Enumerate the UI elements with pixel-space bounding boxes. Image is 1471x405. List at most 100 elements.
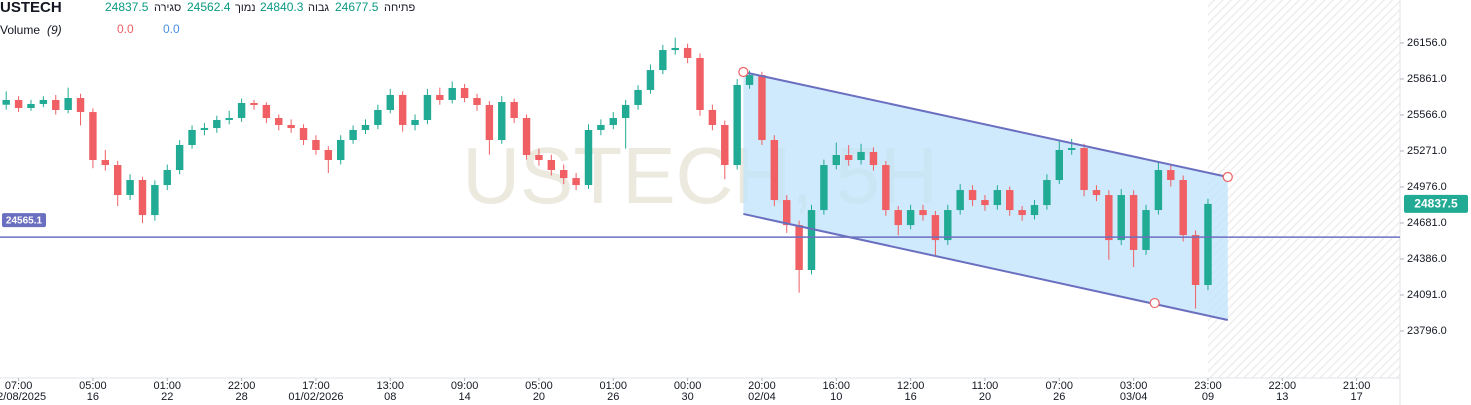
x-tick-label: 17:00 <box>302 380 330 392</box>
candle-body <box>275 118 283 125</box>
x-tick-date: 09 <box>1202 391 1214 403</box>
x-tick-label: 12:00 <box>897 380 925 392</box>
hline-label: 24565.1 <box>6 215 43 226</box>
x-tick-date: 14 <box>458 391 470 403</box>
x-tick-date: 20 <box>979 391 991 403</box>
candle-body <box>1080 148 1088 191</box>
x-tick-date: 17 <box>1351 391 1363 403</box>
candle-body <box>894 210 902 226</box>
x-tick-label: 05:00 <box>79 380 107 392</box>
candle-body <box>1067 148 1076 151</box>
x-tick-date: 02/04 <box>748 391 776 403</box>
candle-body <box>1006 190 1014 211</box>
candle-body <box>659 50 667 71</box>
y-tick-label: 25861.0 <box>1407 73 1447 85</box>
x-tick-label: 22:00 <box>1269 380 1297 392</box>
volume-value: 0.0 <box>163 22 180 36</box>
x-tick-label: 23:00 <box>1194 380 1222 392</box>
y-tick-label: 24976.0 <box>1407 181 1447 193</box>
candle-body <box>696 57 704 110</box>
x-tick-label: 20:00 <box>748 380 776 392</box>
candle-body <box>535 155 543 161</box>
candle-body <box>188 129 196 145</box>
volume-name: Volume <box>0 23 40 37</box>
x-tick-date: 08 <box>384 391 396 403</box>
candle-body <box>485 104 494 140</box>
candle-body <box>200 128 209 130</box>
candle-body <box>250 103 258 105</box>
future-zone <box>1208 0 1400 378</box>
candle-body <box>869 151 878 166</box>
last-price-label: 24837.5 <box>1414 197 1458 211</box>
candle-body <box>981 200 989 206</box>
x-tick-date: 30 <box>681 391 693 403</box>
candle-body <box>1167 170 1175 181</box>
candle-body <box>547 160 556 171</box>
candle-body <box>52 99 60 110</box>
x-tick-label: 03:00 <box>1120 380 1148 392</box>
candle-body <box>398 94 407 125</box>
x-tick-date: 16 <box>87 391 99 403</box>
candle-body <box>1154 170 1163 211</box>
y-tick-label: 25271.0 <box>1407 145 1447 157</box>
candle-body <box>498 102 506 140</box>
candle-body <box>14 99 23 109</box>
candle-body <box>609 118 617 125</box>
header-value: 24562.4 <box>187 0 231 14</box>
candle-body <box>299 128 308 140</box>
candle-body <box>770 139 779 201</box>
candle-body <box>39 99 48 104</box>
candle-body <box>1191 235 1200 285</box>
volume-value: 0.0 <box>117 22 134 36</box>
y-tick-label: 24091.0 <box>1407 289 1447 301</box>
x-tick-label: 09:00 <box>451 380 479 392</box>
last-price-box <box>1404 194 1468 213</box>
candle-body <box>473 98 481 105</box>
x-tick-date: 22 <box>161 391 173 403</box>
x-tick-label: 01:00 <box>600 380 628 392</box>
x-tick-label: 11:00 <box>972 380 999 392</box>
candle-body <box>1043 180 1051 206</box>
x-tick-label: 21:00 <box>1343 380 1371 392</box>
x-tick-label: 00:00 <box>674 380 702 392</box>
channel-anchor <box>738 66 749 78</box>
candle-body <box>807 210 816 270</box>
x-tick-label: 07:00 <box>1046 380 1074 392</box>
candle-body <box>1117 195 1125 241</box>
candle-body <box>423 94 432 120</box>
channel-anchor <box>1149 297 1160 309</box>
channel-line <box>743 212 1229 322</box>
candle-body <box>336 139 345 161</box>
candle-body <box>324 150 333 161</box>
candle-body <box>968 190 977 201</box>
x-tick-label: 05:00 <box>525 380 553 392</box>
candle-body <box>584 129 593 186</box>
x-tick-date: 26 <box>607 391 619 403</box>
channel-line <box>743 71 1228 178</box>
y-tick-label: 26156.0 <box>1407 37 1447 49</box>
header-label: סגירה <box>154 2 181 14</box>
x-tick-date: 01/02/2026 <box>288 391 343 403</box>
x-tick-date: 13 <box>1276 391 1288 403</box>
candle-body <box>349 129 357 140</box>
candle-body <box>708 109 717 125</box>
candle-body <box>1055 150 1064 181</box>
y-tick-label: 24681.0 <box>1407 217 1447 229</box>
candle-body <box>1018 210 1026 216</box>
candle-body <box>163 170 171 186</box>
candle-body <box>745 75 754 85</box>
candle-body <box>721 124 729 166</box>
candle-body <box>621 104 630 119</box>
candle-body <box>101 160 110 166</box>
x-tick-label: 07:00 <box>5 380 33 392</box>
x-tick-date: 03/04 <box>1120 391 1148 403</box>
header-label: פתיחה <box>384 2 415 14</box>
candle-body <box>64 98 72 110</box>
candle-body <box>436 94 444 100</box>
candle-body <box>76 98 85 113</box>
candle-body <box>213 119 221 129</box>
candle-body <box>634 89 642 105</box>
header-value: 24677.5 <box>335 0 379 14</box>
candle-body <box>386 94 394 110</box>
candle-body <box>956 190 964 211</box>
